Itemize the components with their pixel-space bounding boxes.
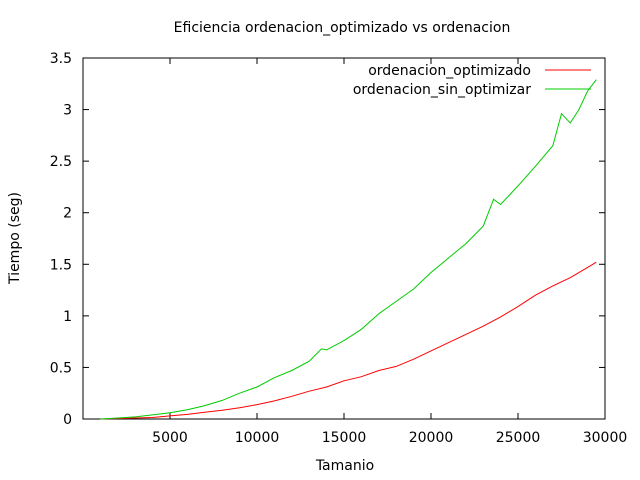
legend-label: ordenacion_sin_optimizar: [353, 82, 531, 98]
legend: ordenacion_optimizado ordenacion_sin_opti…: [353, 63, 591, 98]
y-tick-label: 3: [63, 103, 72, 119]
x-tick-label: 30000: [583, 430, 628, 446]
x-tick-label: 10000: [235, 430, 280, 446]
legend-label: ordenacion_optimizado: [368, 63, 531, 79]
chart-title: Eficiencia ordenacion_optimizado vs orde…: [174, 20, 511, 36]
series-group: [100, 79, 597, 420]
y-tick-label: 1.5: [50, 257, 72, 273]
x-tick-label: 5000: [152, 430, 188, 446]
y-tick-label: 0.5: [50, 360, 72, 376]
y-tick-label: 1: [63, 309, 72, 325]
y-tick-label: 2: [63, 206, 72, 222]
series-line-ordenacion_optimizado: [100, 261, 597, 420]
y-tick-label: 2.5: [50, 154, 72, 170]
x-axis-label: Tamanio: [315, 458, 374, 474]
series-line-ordenacion_sin_optimizar: [100, 79, 597, 420]
axis-ticks: 0 0.5 1 1.5 2 2.5 3 3.5 5000 10000 15000 20000 25000…: [50, 51, 628, 446]
plot-frame: [82, 57, 606, 420]
y-tick-label: 0: [63, 412, 72, 428]
y-tick-label: 3.5: [50, 51, 72, 67]
x-tick-label: 25000: [496, 430, 541, 446]
x-tick-label: 20000: [409, 430, 454, 446]
y-axis-label: Tiempo (seg): [7, 192, 23, 285]
x-tick-label: 15000: [322, 430, 367, 446]
